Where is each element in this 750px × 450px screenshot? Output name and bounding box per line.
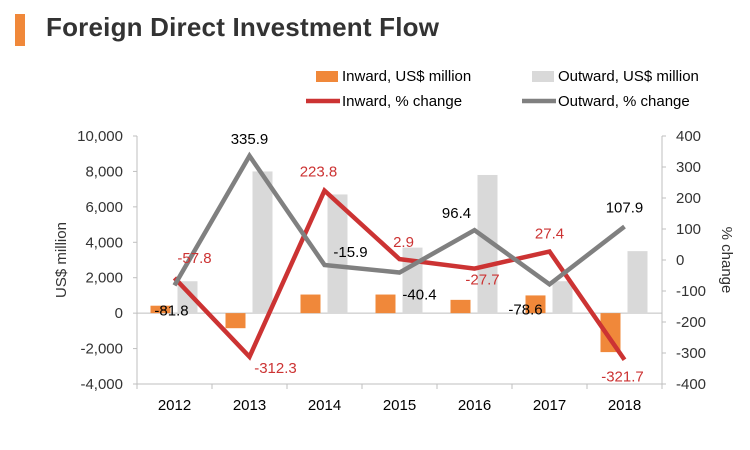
x-axis-tick-label: 2014 xyxy=(308,397,341,414)
outward-change-data-label: -78.6 xyxy=(508,301,542,318)
inward-change-data-label: -57.8 xyxy=(177,250,211,267)
inward-bar xyxy=(225,313,246,329)
left-axis-tick-label: 6,000 xyxy=(85,199,123,216)
outward-change-data-label: 335.9 xyxy=(231,131,269,148)
x-axis-tick-label: 2013 xyxy=(233,397,266,414)
left-axis-tick-label: 4,000 xyxy=(85,234,123,251)
outward-change-data-label: 96.4 xyxy=(442,205,471,222)
right-axis-tick-label: -200 xyxy=(676,314,706,331)
title-accent-bar xyxy=(15,14,25,46)
right-axis-tick-label: 200 xyxy=(676,190,701,207)
left-axis-tick-label: 2,000 xyxy=(85,270,123,287)
x-axis-tick-label: 2017 xyxy=(533,397,566,414)
right-axis-tick-label: 0 xyxy=(676,252,684,269)
outward-bar xyxy=(252,171,273,314)
outward-bar xyxy=(552,281,573,314)
inward-change-data-label: 223.8 xyxy=(300,164,338,181)
inward-bar xyxy=(525,295,546,314)
legend-outward-bar-swatch xyxy=(532,71,554,82)
inward-bar xyxy=(450,299,471,314)
right-axis-tick-label: 100 xyxy=(676,221,701,238)
outward-change-data-label: 107.9 xyxy=(606,200,644,217)
inward-change-data-label: 27.4 xyxy=(535,226,564,243)
inward-bar xyxy=(300,294,321,314)
inward-bar xyxy=(600,313,621,353)
right-axis-title: % change xyxy=(718,227,735,294)
right-axis-tick-label: 400 xyxy=(676,128,701,145)
x-axis-tick-label: 2018 xyxy=(608,397,641,414)
x-axis-tick-label: 2016 xyxy=(458,397,491,414)
left-axis-tick-label: 8,000 xyxy=(85,163,123,180)
right-axis-tick-label: -100 xyxy=(676,283,706,300)
legend-inward-line-label: Inward, % change xyxy=(342,93,462,110)
left-axis-tick-label: -2,000 xyxy=(80,341,123,358)
x-axis-tick-label: 2012 xyxy=(158,397,191,414)
inward-change-data-label: 2.9 xyxy=(393,234,414,251)
inward-bar xyxy=(150,305,171,314)
outward-change-data-label: -81.8 xyxy=(154,302,188,319)
right-axis-tick-label: -300 xyxy=(676,345,706,362)
outward-bar xyxy=(627,251,648,314)
left-axis-title: US$ million xyxy=(53,222,70,298)
outward-change-line xyxy=(172,151,626,288)
outward-change-data-label: -40.4 xyxy=(402,287,436,304)
left-axis-tick-label: -4,000 xyxy=(80,376,123,393)
inward-change-data-label: -321.7 xyxy=(601,369,644,386)
inward-change-data-label: -27.7 xyxy=(465,272,499,289)
inward-change-data-label: -312.3 xyxy=(254,360,297,377)
left-axis-tick-label: 10,000 xyxy=(77,128,123,145)
legend-outward-line-label: Outward, % change xyxy=(558,93,690,110)
inward-change-line xyxy=(172,186,627,362)
legend-outward-bar-label: Outward, US$ million xyxy=(558,68,699,85)
chart-title: Foreign Direct Investment Flow xyxy=(46,12,440,42)
right-axis-tick-label: 300 xyxy=(676,159,701,176)
outward-bar xyxy=(327,194,348,314)
legend-inward-bar-label: Inward, US$ million xyxy=(342,68,471,85)
outward-change-data-label: -15.9 xyxy=(333,244,367,261)
legend-inward-bar-swatch xyxy=(316,71,338,82)
left-axis-tick-label: 0 xyxy=(115,305,123,322)
outward-bar xyxy=(477,174,498,314)
right-axis-tick-label: -400 xyxy=(676,376,706,393)
x-axis-tick-label: 2015 xyxy=(383,397,416,414)
inward-bar xyxy=(375,294,396,314)
